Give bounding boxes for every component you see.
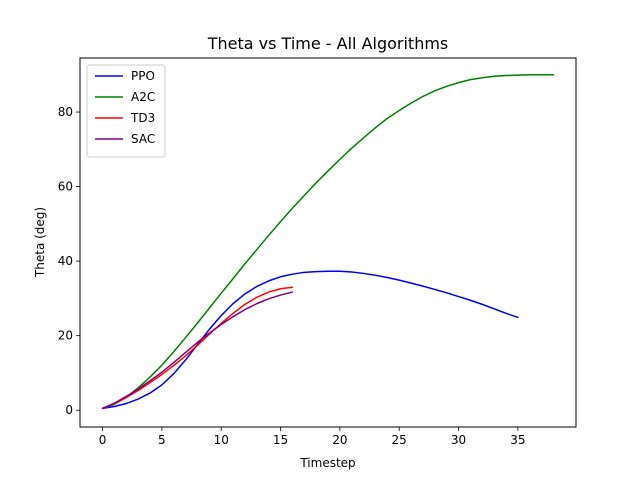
series-line-a2c — [101, 74, 555, 410]
x-tick-label: 30 — [451, 433, 466, 447]
series-line-ppo — [101, 270, 519, 410]
ticks-layer: 0 5 10 15 20 25 30 35 0 20 40 60 80 — [58, 105, 526, 447]
y-tick-label: 20 — [58, 329, 73, 343]
x-tick-label: 35 — [510, 433, 525, 447]
legend-box — [86, 64, 166, 158]
x-tick-label: 10 — [214, 433, 229, 447]
legend-label-sac: SAC — [131, 132, 155, 146]
x-tick-label: 20 — [332, 433, 347, 447]
legend-label-td3: TD3 — [130, 111, 155, 125]
y-axis-label: Theta (deg) — [33, 207, 47, 278]
x-tick-label: 25 — [392, 433, 407, 447]
chart-title: Theta vs Time - All Algorithms — [207, 34, 449, 53]
series-line-sac — [101, 291, 294, 410]
series-line-td3 — [101, 286, 294, 410]
x-tick-label: 0 — [99, 433, 107, 447]
y-tick-label: 0 — [65, 403, 73, 417]
y-tick-label: 40 — [58, 254, 73, 268]
y-tick-label: 80 — [58, 105, 73, 119]
x-tick-label: 15 — [273, 433, 288, 447]
legend: PPO A2C TD3 SAC — [86, 64, 166, 158]
x-tick-label: 5 — [158, 433, 166, 447]
x-axis-label: Timestep — [299, 456, 355, 470]
legend-label-ppo: PPO — [131, 69, 155, 83]
series-layer — [101, 74, 555, 410]
axes-frame — [79, 57, 577, 428]
legend-label-a2c: A2C — [131, 90, 155, 104]
y-tick-label: 60 — [58, 180, 73, 194]
